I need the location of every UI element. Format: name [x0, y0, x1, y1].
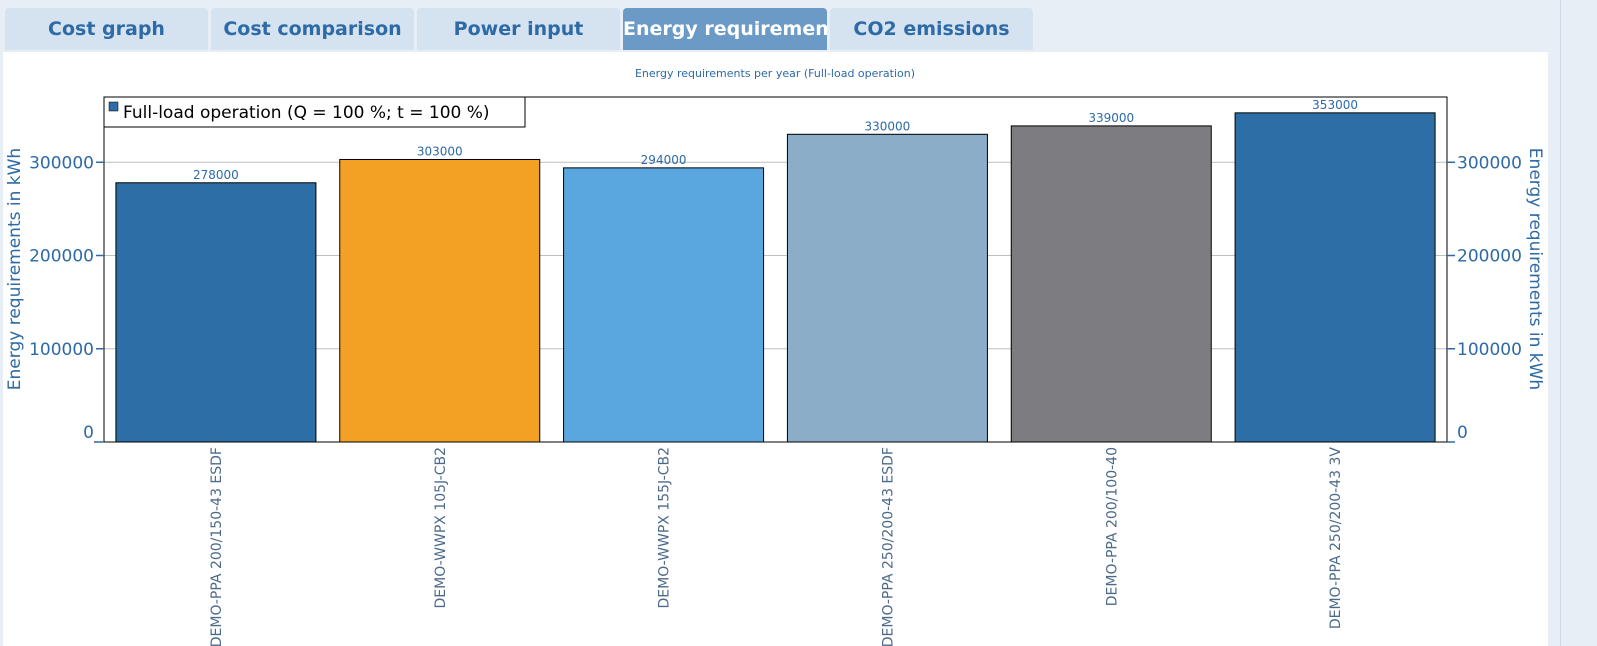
y-tick-label-left: 200000 — [29, 247, 94, 267]
y-tick-label-left: 100000 — [29, 340, 94, 360]
y-axis-title-left: Energy requirements in kWh — [5, 148, 25, 390]
bar — [786, 133, 988, 443]
chart-title: Energy requirements per year (Full-load … — [635, 67, 915, 80]
y-tick-label-right: 100000 — [1457, 340, 1522, 360]
bar — [1234, 112, 1436, 443]
bar-value-label: 303000 — [417, 144, 463, 158]
scrollbar-track[interactable] — [1560, 0, 1561, 646]
bar-value-label: 278000 — [193, 168, 239, 182]
y-tick-label-left: 300000 — [29, 153, 94, 173]
tab-power-input[interactable]: Power input — [417, 8, 620, 50]
y-tick-label-right: 200000 — [1457, 247, 1522, 267]
legend-label: Full-load operation (Q = 100 %; t = 100 … — [123, 103, 490, 123]
tab-energy-requirements[interactable]: Energy requirements — [623, 8, 827, 50]
y-tick-label-left: 0 — [83, 423, 94, 443]
bar-value-label: 353000 — [1312, 98, 1358, 112]
bar-value-label: 339000 — [1088, 111, 1134, 125]
tab-cost-comparison[interactable]: Cost comparison — [211, 8, 414, 50]
category-label: DEMO-PPA 200/100-40 — [1104, 447, 1120, 606]
category-label: DEMO-WWPX 105J-CB2 — [433, 447, 449, 608]
tab-co2-emissions[interactable]: CO2 emissions — [830, 8, 1033, 50]
legend-swatch — [108, 101, 119, 112]
legend-box — [103, 96, 526, 128]
tab-bar: Cost graph Cost comparison Power input E… — [0, 0, 1597, 52]
y-tick-label-right: 0 — [1457, 423, 1468, 443]
category-label: DEMO-WWPX 155J-CB2 — [657, 447, 673, 608]
bar — [115, 182, 317, 443]
bar-value-label: 294000 — [641, 153, 687, 167]
bar — [563, 167, 765, 443]
energy-requirements-chart: Energy requirements per year (Full-load … — [5, 67, 1545, 646]
y-tick-label-right: 300000 — [1457, 153, 1522, 173]
tab-cost-graph[interactable]: Cost graph — [5, 8, 208, 50]
category-label: DEMO-PPA 250/200-43 3V — [1328, 447, 1344, 630]
category-label: DEMO-PPA 200/150-43 ESDF — [209, 447, 225, 646]
bar-value-label: 330000 — [865, 119, 911, 133]
bar — [1010, 125, 1212, 443]
page-margin — [1548, 52, 1597, 646]
category-label: DEMO-PPA 250/200-43 ESDF — [880, 447, 896, 646]
y-axis-title-right: Energy requirements in kWh — [1525, 148, 1545, 390]
bar — [339, 158, 541, 443]
